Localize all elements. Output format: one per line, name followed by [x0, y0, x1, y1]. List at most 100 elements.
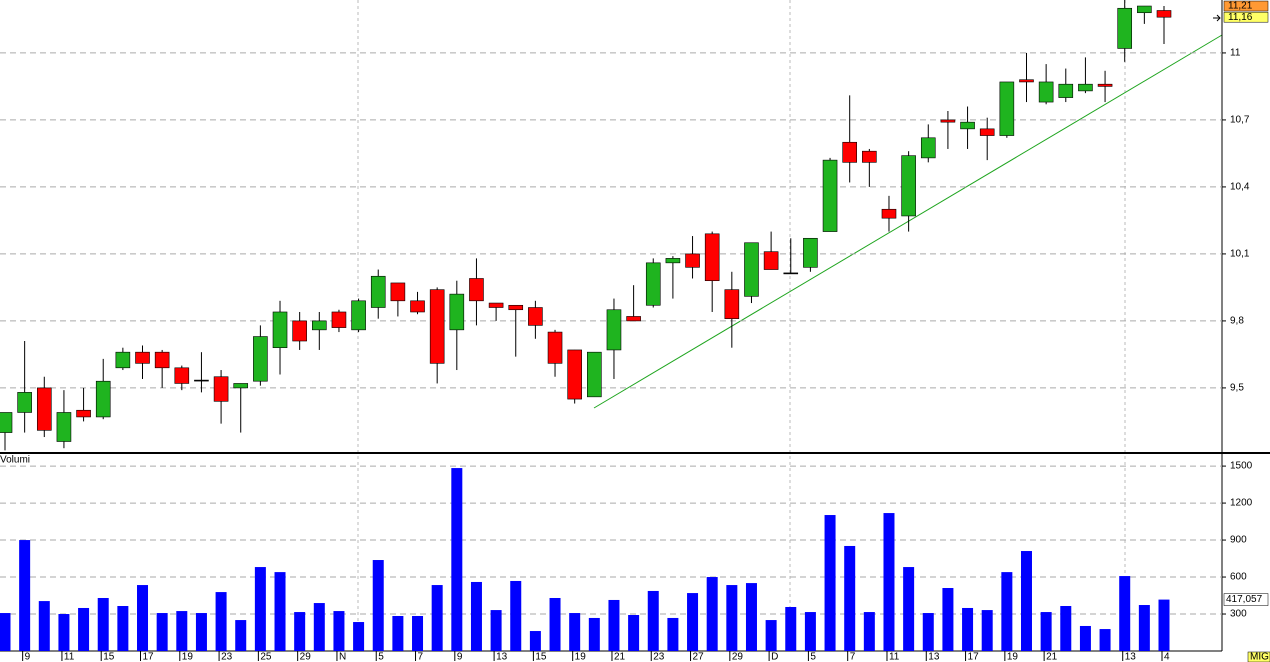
candle-body [76, 409, 91, 418]
volume-bar [628, 615, 640, 651]
candle-body [174, 367, 190, 384]
candle-body [1078, 83, 1093, 92]
candle-body [862, 150, 877, 163]
candle-body [154, 351, 170, 369]
x-tick-label: 29 [300, 652, 312, 662]
volume-bar [1060, 606, 1072, 651]
volume-bar [412, 615, 424, 651]
candle-body [587, 351, 602, 398]
y-tick-label: 600 [1230, 572, 1247, 583]
candle-body [901, 155, 916, 217]
volume-bar [137, 585, 149, 651]
volume-bar [1138, 605, 1150, 651]
candle-body [1117, 7, 1133, 49]
candle-body [783, 272, 799, 275]
x-tick-label: 25 [260, 652, 272, 662]
candle-body [665, 258, 681, 264]
volume-bar [156, 613, 168, 651]
candle-body [95, 380, 111, 418]
candle-body [940, 119, 956, 123]
x-tick-label: 23 [221, 652, 233, 662]
candle-body [547, 331, 563, 364]
y-tick-label: 1200 [1230, 498, 1253, 509]
corner-box [1247, 651, 1270, 662]
candle-body [135, 351, 150, 364]
x-tick-label: 13 [496, 652, 508, 662]
x-tick-label: 5 [378, 652, 384, 662]
candle-body [194, 379, 209, 382]
volume-bar [942, 588, 954, 651]
candle-body [410, 300, 425, 313]
trend-line [593, 34, 1223, 409]
price-label: 11,16 [1228, 12, 1253, 23]
candle-body [744, 242, 759, 297]
volume-bar [117, 606, 129, 651]
volume-bar [1040, 612, 1052, 651]
volume-bar [765, 620, 777, 651]
candle-body [567, 349, 582, 400]
volume-bar [647, 590, 659, 651]
volume-bar [254, 567, 266, 651]
volume-bar [1099, 629, 1111, 651]
volume-bar [176, 611, 188, 651]
volume-bar [608, 599, 620, 651]
y-tick-label: 1500 [1230, 461, 1253, 472]
volume-bar [824, 515, 836, 651]
x-tick-label: 13 [1125, 652, 1137, 662]
y-tick-label: 11 [1230, 48, 1241, 59]
volume-bar [745, 583, 757, 651]
candle-body [56, 412, 72, 442]
volume-bar [863, 612, 875, 651]
volume-bar [903, 567, 915, 651]
volume-bar [470, 581, 482, 651]
volume-bar [1079, 625, 1091, 651]
candle-body [370, 275, 386, 308]
volume-bar [588, 617, 600, 651]
x-tick-label: 29 [732, 652, 744, 662]
volume-bar [78, 607, 90, 651]
candle-body [1137, 5, 1152, 14]
candle-body [960, 121, 975, 130]
candle-body [469, 278, 484, 302]
candle-body [213, 376, 229, 402]
volume-bar [235, 620, 247, 651]
candle-body [528, 307, 543, 326]
volume-bar [490, 610, 502, 651]
candle-body [488, 302, 504, 308]
volume-bar [1119, 576, 1131, 651]
volume-bar [1020, 551, 1032, 651]
price-arrow [1213, 14, 1221, 22]
volume-bar [333, 611, 345, 651]
candle-body [999, 81, 1015, 136]
volume-bar [569, 613, 581, 651]
x-tick-label: 23 [653, 652, 665, 662]
candle-body [0, 412, 13, 433]
candle-body [351, 300, 366, 331]
volume-bar [785, 606, 797, 651]
x-tick-label: 4 [1164, 652, 1170, 662]
volume-title: Volumi [0, 455, 30, 466]
candle-body [253, 336, 268, 382]
y-tick-label: 10,4 [1230, 182, 1250, 193]
candle-body [704, 233, 720, 282]
candle-body [1019, 79, 1034, 83]
candle-body [803, 237, 818, 268]
candle-body [331, 311, 347, 328]
candle-body [17, 392, 32, 413]
price-label: 11,21 [1228, 1, 1253, 12]
x-tick-label: 19 [575, 652, 587, 662]
x-tick-label: 9 [25, 652, 31, 662]
volume-bar [510, 580, 522, 651]
x-tick-label: D [771, 652, 778, 662]
volume-bar [19, 540, 31, 651]
volume-bar [804, 612, 816, 651]
y-tick-label: 300 [1230, 609, 1247, 620]
volume-label-box [1223, 593, 1269, 606]
volume-bar [195, 613, 207, 651]
x-tick-label: 17 [143, 652, 155, 662]
x-tick-label: 7 [418, 652, 424, 662]
y-tick-label: 9,8 [1230, 316, 1244, 327]
x-tick-label: 19 [182, 652, 194, 662]
volume-bar [392, 615, 404, 651]
